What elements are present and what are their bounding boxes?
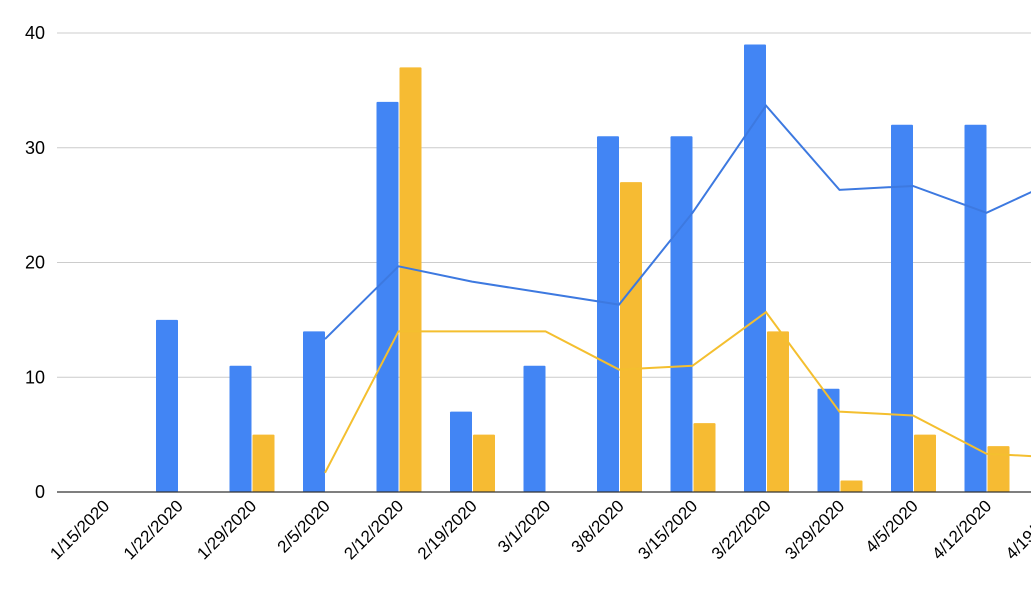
bar-series2-3/22/2020: [767, 331, 789, 492]
bar-series1-3/29/2020: [817, 388, 840, 492]
x-tick-label: 3/1/2020: [494, 496, 554, 556]
x-tick-label: 4/19/2020: [1002, 496, 1031, 563]
bar-series2-3/29/2020: [840, 480, 863, 492]
bar-series1-2/5/2020: [303, 331, 325, 492]
x-tick-label: 2/12/2020: [340, 496, 407, 563]
bar-series1-3/15/2020: [670, 136, 693, 492]
y-tick-label: 0: [35, 482, 45, 502]
trend-line-series4: [324, 310, 1031, 474]
x-tick-label: 1/29/2020: [193, 496, 260, 563]
x-tick-label: 1/22/2020: [120, 496, 187, 563]
trend-line-series3: [324, 104, 1031, 340]
bar-series1-1/29/2020: [229, 365, 252, 492]
x-tick-label: 3/8/2020: [568, 496, 628, 556]
bar-series2-4/5/2020: [914, 434, 936, 492]
bar-series2-4/12/2020: [987, 446, 1010, 492]
bar-series2-1/29/2020: [252, 434, 275, 492]
x-tick-label: 2/5/2020: [274, 496, 334, 556]
x-tick-label: 1/15/2020: [46, 496, 113, 563]
x-tick-label: 3/29/2020: [781, 496, 848, 563]
x-tick-label: 3/22/2020: [708, 496, 775, 563]
y-tick-label: 40: [25, 23, 45, 43]
bar-series2-2/19/2020: [473, 434, 495, 492]
bar-series1-4/12/2020: [964, 124, 987, 493]
bar-series1-3/1/2020: [523, 365, 546, 492]
y-tick-label: 10: [25, 367, 45, 387]
bar-series1-2/19/2020: [450, 411, 472, 492]
y-tick-label: 20: [25, 253, 45, 273]
bar-series1-3/8/2020: [597, 136, 619, 492]
bar-series2-3/15/2020: [693, 423, 716, 492]
bar-series1-3/22/2020: [744, 44, 766, 492]
x-tick-label: 4/5/2020: [862, 496, 922, 556]
bar-series1-1/22/2020: [156, 319, 178, 492]
y-tick-label: 30: [25, 138, 45, 158]
x-tick-label: 4/12/2020: [928, 496, 995, 563]
bar-series2-2/12/2020: [399, 67, 422, 493]
bar-series1-2/12/2020: [376, 101, 399, 492]
x-tick-label: 2/19/2020: [414, 496, 481, 563]
bar-series1-4/5/2020: [891, 124, 913, 493]
x-tick-label: 3/15/2020: [634, 496, 701, 563]
bar-series2-3/8/2020: [620, 182, 642, 493]
